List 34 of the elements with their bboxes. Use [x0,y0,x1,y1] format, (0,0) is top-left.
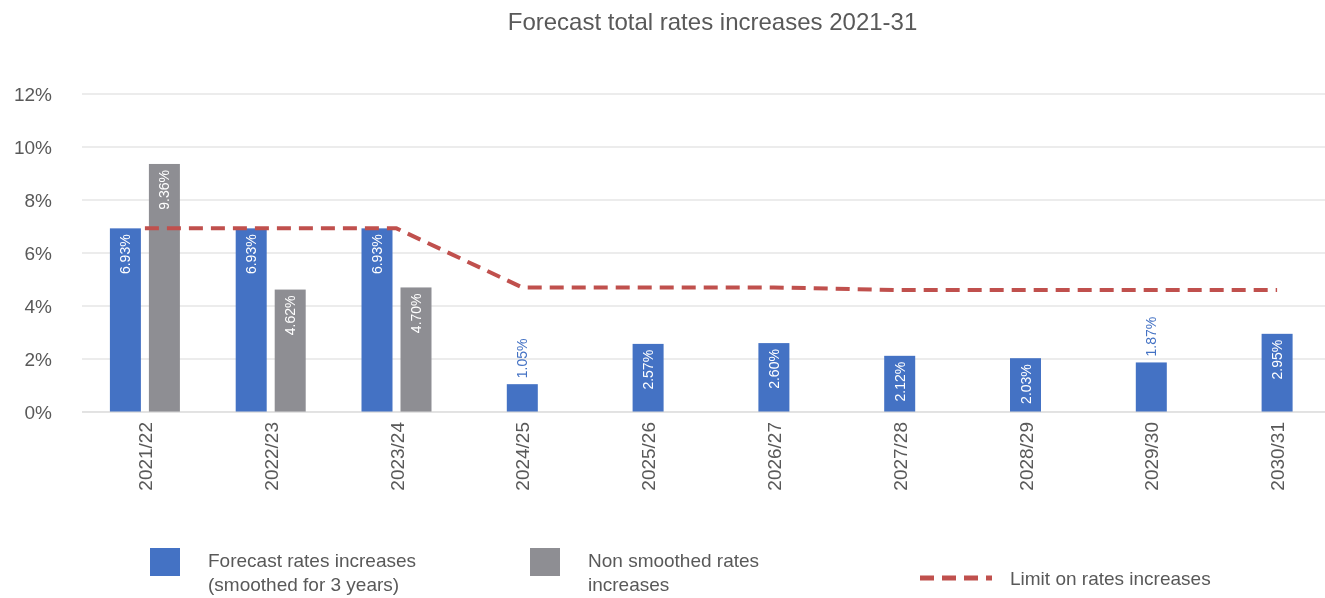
data-label: 9.36% [156,169,173,210]
chart-title: Forecast total rates increases 2021-31 [507,8,918,35]
data-label: 2.03% [1017,364,1034,404]
legend-label: Non smoothed rates increases [588,550,760,595]
y-tick-label: 0% [24,402,53,423]
x-tick-label: 2030/31 [1267,422,1289,491]
x-tick-label: 2028/29 [1015,422,1037,491]
data-label: 1.87% [1143,316,1160,357]
data-label: 6.93% [369,234,385,275]
x-tick-label: 2026/27 [763,422,785,491]
legend-label: Forecast rates increases (smoothed for 3 years) [208,550,417,595]
data-label: 4.62% [282,295,299,336]
y-tick-label: 2% [24,349,53,370]
x-tick-label: 2022/23 [260,422,282,491]
x-tick-label: 2024/25 [512,422,534,491]
data-label: 2.60% [765,349,782,389]
data-label: 2.12% [891,361,908,402]
y-tick-label: 4% [24,296,53,317]
x-tick-label: 2025/26 [638,422,660,491]
x-tick-label: 2021/22 [134,422,156,491]
data-label: 2.95% [1269,339,1286,380]
data-label: 2.57% [640,349,657,390]
x-tick-label: 2029/30 [1141,422,1163,491]
legend-label: Limit on rates increases [1010,568,1211,589]
x-tick-label: 2023/24 [386,421,408,491]
y-tick-label: 12% [13,84,53,105]
data-label: 6.93% [117,234,134,275]
data-label: 1.05% [514,338,531,379]
data-label: 4.70% [408,293,424,334]
y-tick-label: 10% [13,137,53,158]
x-tick-label: 2027/28 [889,422,911,491]
y-tick-label: 8% [24,190,53,211]
y-tick-label: 6% [24,243,53,264]
data-label: 6.93% [243,234,260,275]
